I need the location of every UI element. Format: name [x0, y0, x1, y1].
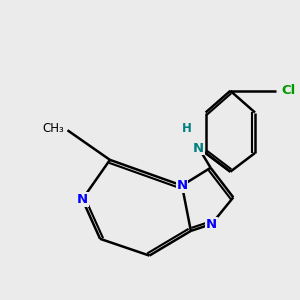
Text: N: N — [77, 193, 88, 206]
Text: H: H — [182, 122, 192, 135]
Text: N: N — [193, 142, 204, 154]
Text: N: N — [206, 218, 217, 230]
Text: N: N — [176, 179, 188, 192]
Text: CH₃: CH₃ — [43, 122, 64, 135]
Text: Cl: Cl — [282, 84, 296, 97]
